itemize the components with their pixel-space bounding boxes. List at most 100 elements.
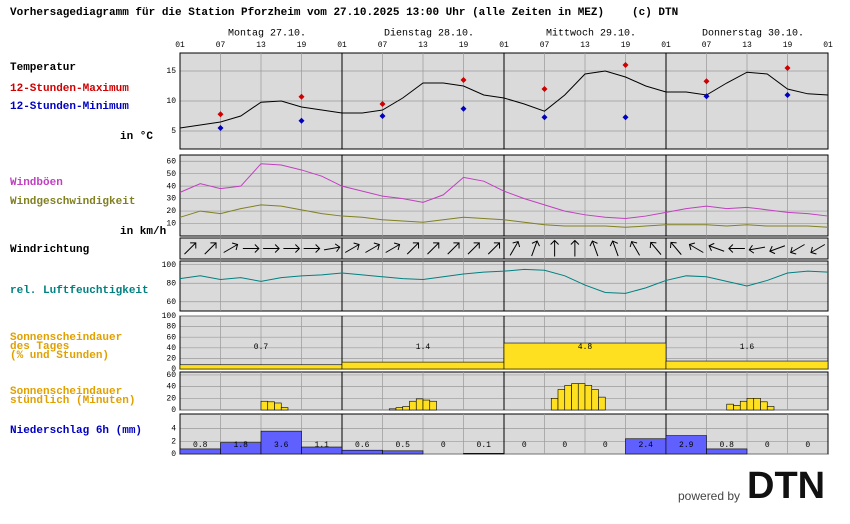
bar xyxy=(557,389,566,411)
y-tick-label: 60 xyxy=(166,298,176,307)
marker xyxy=(298,93,305,100)
marker xyxy=(622,114,629,121)
bar xyxy=(739,400,748,411)
hour-tick-label: 13 xyxy=(742,41,752,50)
panel-title: Sonnenscheindauer xyxy=(10,386,122,398)
y-tick-label: 4 xyxy=(171,425,176,434)
wind-arrow xyxy=(223,242,239,253)
marker xyxy=(460,77,467,83)
bar-label: 0.1 xyxy=(477,441,492,450)
y-tick-label: 0 xyxy=(171,450,176,459)
bar xyxy=(550,398,559,411)
y-tick-label: 20 xyxy=(166,207,176,216)
bar xyxy=(577,383,586,411)
y-tick-label: 80 xyxy=(166,279,176,288)
copyright: (c) DTN xyxy=(632,7,678,19)
wind-arrow xyxy=(531,240,540,257)
day-label: Montag 27.10. xyxy=(228,29,306,40)
y-tick-label: 100 xyxy=(162,312,177,321)
y-tick-label: 80 xyxy=(166,323,176,332)
bar xyxy=(584,385,593,411)
bar-label: 4.8 xyxy=(578,343,593,352)
hour-tick-label: 07 xyxy=(378,41,388,50)
hour-tick-label: 13 xyxy=(256,41,266,50)
bar-label: 0 xyxy=(603,441,608,450)
bar xyxy=(571,383,579,411)
bar-label: 0 xyxy=(441,441,446,450)
marker xyxy=(379,113,386,119)
bar xyxy=(746,398,755,411)
marker xyxy=(298,117,305,124)
day-label: Dienstag 28.10. xyxy=(384,28,474,40)
chart-title: Vorhersagediagramm für die Station Pforz… xyxy=(10,7,604,19)
bar xyxy=(280,407,289,411)
wind-arrow xyxy=(283,244,301,253)
legend-label: Windgeschwindigkeit xyxy=(10,196,135,208)
wind-arrow xyxy=(748,244,766,254)
bar-label: 0.8 xyxy=(720,441,735,450)
legend-label: 12-Stunden-Maximum xyxy=(10,83,129,95)
wind-arrow xyxy=(184,242,197,255)
bar-label: 1.8 xyxy=(234,441,249,450)
bar xyxy=(341,361,505,370)
bar-label: 0.5 xyxy=(396,441,411,450)
marker xyxy=(541,86,548,92)
bar xyxy=(422,399,431,411)
y-tick-label: 60 xyxy=(166,333,176,342)
bar xyxy=(753,398,761,411)
bar-label: 0.6 xyxy=(355,441,370,450)
unit-label: in °C xyxy=(120,131,153,143)
unit-label: in km/h xyxy=(120,226,166,238)
wind-arrow xyxy=(487,242,501,255)
y-tick-label: 0 xyxy=(171,406,176,415)
bar-label: 1.1 xyxy=(315,441,330,450)
wind-arrow xyxy=(708,242,725,252)
bar xyxy=(341,449,383,455)
bar xyxy=(503,342,667,370)
wind-arrow xyxy=(242,244,260,253)
legend-label: rel. Luftfeuchtigkeit xyxy=(10,285,149,297)
bar xyxy=(382,450,424,455)
bar-label: 0 xyxy=(805,441,810,450)
wind-arrow xyxy=(385,242,401,253)
y-tick-label: 40 xyxy=(166,344,176,353)
day-label: Donnerstag 30.10. xyxy=(702,29,804,40)
y-tick-label: 5 xyxy=(171,127,176,136)
y-tick-label: 30 xyxy=(166,195,176,204)
wind-arrow xyxy=(509,240,521,256)
y-tick-label: 40 xyxy=(166,182,176,191)
bar xyxy=(395,407,404,411)
hour-tick-label: 01 xyxy=(337,41,347,50)
wind-arrow xyxy=(769,245,786,255)
y-tick-label: 10 xyxy=(166,220,176,229)
bar-label: 1.6 xyxy=(740,343,755,352)
logo: DTN xyxy=(747,465,825,507)
panel-title: Temperatur xyxy=(10,62,76,74)
bar xyxy=(564,385,572,411)
wind-arrow xyxy=(688,242,704,253)
hour-tick-label: 13 xyxy=(580,41,590,50)
bar xyxy=(591,389,599,411)
legend-label: 12-Stunden-Minimum xyxy=(10,101,129,113)
wind-arrow xyxy=(669,241,682,255)
hour-tick-label: 01 xyxy=(175,41,185,50)
wind-arrow xyxy=(790,244,805,255)
wind-arrow xyxy=(467,242,480,255)
bar xyxy=(733,405,741,411)
bar-label: 3.6 xyxy=(274,441,289,450)
hour-tick-label: 19 xyxy=(459,41,469,50)
marker xyxy=(541,114,548,121)
wind-arrow xyxy=(365,242,380,253)
wind-arrow xyxy=(204,242,217,255)
wind-arrow xyxy=(263,244,280,253)
panel-title: Windrichtung xyxy=(10,244,89,256)
legend-label: Windböen xyxy=(10,177,63,189)
bar xyxy=(260,430,302,455)
marker xyxy=(622,62,629,68)
marker xyxy=(784,92,791,98)
hour-tick-label: 07 xyxy=(216,41,226,50)
marker xyxy=(217,125,224,131)
bar-label: 0 xyxy=(562,441,567,450)
y-tick-label: 50 xyxy=(166,170,176,179)
panel-title: Niederschlag 6h (mm) xyxy=(10,425,142,437)
